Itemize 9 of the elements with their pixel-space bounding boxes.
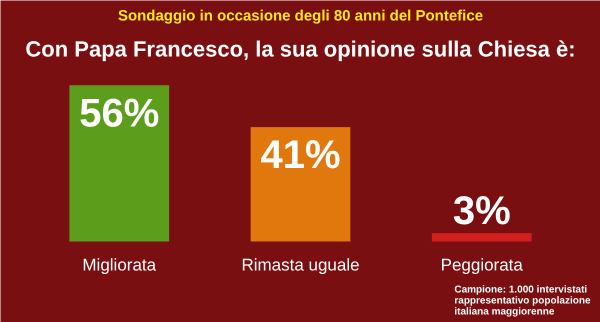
- data-label: 3%: [452, 189, 511, 234]
- text: Campione: 1.000 intervistati rappresentativo popolazione italiana maggiorenne: [454, 284, 591, 318]
- chart-subtitle: Con Papa Francesco, la sua opinione sulla Chiesa è:: [25, 36, 576, 62]
- x-tick-label: Rimasta uguale: [241, 256, 360, 274]
- data-label: 56%: [79, 91, 160, 136]
- x-tick-label: Peggiorata: [440, 256, 524, 274]
- chart-title: Sondaggio in occasione degli 80 anni del Pontefice: [118, 8, 484, 24]
- x-tick-label: Migliorata: [82, 256, 157, 274]
- data-label: 41%: [260, 133, 341, 178]
